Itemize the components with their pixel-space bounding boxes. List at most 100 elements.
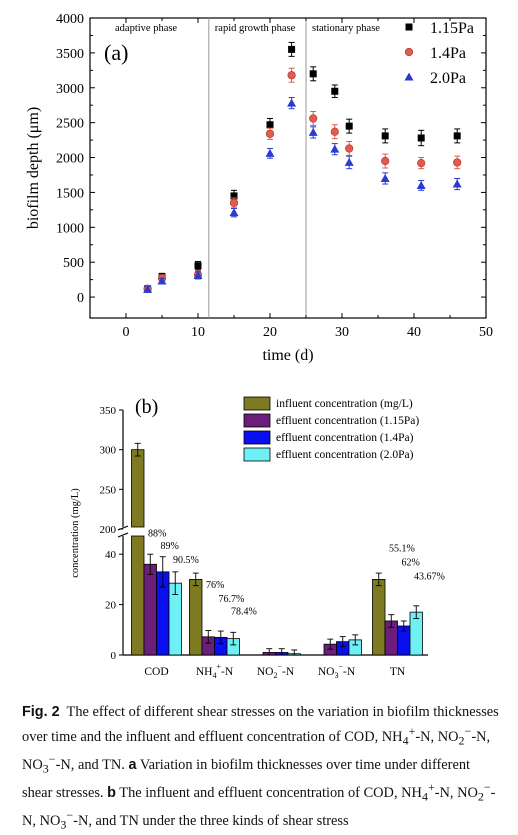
legend-swatch-0 [243,396,271,411]
data-point [308,127,318,136]
removal-rate-label-6: 55.1% [389,544,415,555]
x-tick-label-5: 50 [479,325,493,340]
data-point [345,122,353,130]
upper-y-tick-label-3: 350 [100,405,117,417]
category-label-0: COD [144,666,168,678]
data-point [381,132,389,140]
data-point [287,71,296,80]
bar-1 [189,579,203,656]
figure-caption: Fig. 2 The effect of different shear str… [22,704,499,833]
data-point [309,70,317,78]
removal-rate-label-7: 62% [402,558,420,569]
caption-fig-label: Fig. 2 [22,704,60,720]
legend-marker-2 [404,72,414,81]
series-influent concentration (mg/L) [131,442,386,656]
caption-text-b: The influent and effluent concentration … [119,784,422,801]
series-1.4Pa [143,67,462,293]
x-tick-label-1: 10 [191,325,205,340]
y-tick-label-7: 3500 [56,47,84,62]
series-effluent concentration (1.4Pa) [156,556,411,656]
data-point [345,144,354,153]
data-point [229,198,239,207]
series-1.15Pa [144,41,461,293]
data-point [330,127,339,136]
caption-b-label: b [107,784,116,801]
category-label-1: NH4+-N [196,662,234,680]
bar-4 [372,579,386,656]
data-point [417,134,425,142]
data-point [266,121,274,129]
data-point [330,144,340,153]
figure-canvas: adaptive phase rapid growth phase stationa… [25,12,493,680]
caption-a-label: a [128,756,137,773]
lower-y-tick-label-1: 20 [105,600,117,612]
phase-label-1: rapid growth phase [215,23,296,34]
bar-0-lower [131,535,145,656]
removal-rate-label-3: 76% [206,580,224,591]
y-tick-label-5: 2500 [56,117,84,132]
removal-rate-label-8: 43.67% [414,571,445,582]
data-point [453,158,462,167]
x-axis-label: time (d) [262,347,313,364]
legend-swatch-3 [243,447,271,462]
legend-label-b-2: effluent concentration (1.4Pa) [276,432,414,444]
data-point [417,159,426,168]
y-tick-label-4: 2000 [56,152,84,167]
category-label-2: NO2−-N [257,662,295,680]
data-point [288,45,296,53]
category-label-3: NO3−-N [318,662,356,680]
axis-break-mark-2 [117,532,129,538]
x-tick-label-0: 0 [123,325,130,340]
data-point [416,180,426,189]
phase-label-0: adaptive phase [115,23,177,34]
x-tick-label-3: 30 [335,325,349,340]
data-point [265,129,275,138]
data-point [331,87,339,95]
legend-marker-1 [404,47,414,57]
data-point [230,192,238,200]
y-tick-label-1: 500 [63,256,84,271]
legend-label-0: 1.15Pa [430,20,474,37]
caption-text-1: The effect of different shear stresses o… [22,704,499,745]
x-tick-label-2: 20 [263,325,277,340]
data-point [381,156,390,166]
data-point [194,262,202,270]
legend-label-1: 1.4Pa [430,45,466,62]
series-effluent concentration (1.15Pa) [143,553,398,656]
data-point [309,114,318,123]
data-point [157,276,167,285]
y-tick-label-8: 4000 [56,12,84,27]
panel-a-plot-frame [89,17,487,319]
lower-y-tick-label-0: 0 [111,650,117,662]
panel-b-label: (b) [135,396,158,418]
legend-marker-0 [405,23,413,31]
x-tick-label-4: 40 [407,325,421,340]
legend-label-b-1: effluent concentration (1.15Pa) [276,415,419,427]
series-2.0Pa [143,97,462,293]
data-point [287,98,297,107]
category-label-4: TN [390,666,406,678]
data-point [193,270,203,279]
data-point [265,148,275,157]
panel-a-label: (a) [104,40,128,65]
series-effluent concentration (2.0Pa) [168,571,423,656]
lower-y-tick-label-2: 40 [105,549,117,561]
y-tick-label-3: 1500 [56,186,84,201]
removal-rate-label-0: 88% [148,529,166,540]
upper-y-tick-label-2: 300 [100,445,117,457]
y-tick-label-2: 1000 [56,221,84,236]
legend-swatch-1 [243,413,271,428]
bar-0 [143,563,157,656]
legend-label-2: 2.0Pa [430,70,466,87]
y-axis-label-b: concentration (mg/L) [70,488,81,578]
y-axis-label: biofilm depth (μm) [25,107,42,229]
legend-label-b-0: influent concentration (mg/L) [276,398,413,410]
data-point [344,157,354,166]
phase-label-2: stationary phase [312,23,380,34]
data-point [143,284,153,293]
legend-swatch-2 [243,430,271,445]
y-tick-label-0: 0 [77,291,84,306]
legend-label-b-3: effluent concentration (2.0Pa) [276,449,414,461]
removal-rate-label-4: 76.7% [219,594,245,605]
panel-b-concentration-chart: 200 250 300 350 0 20 40 concentration (mg/L) (b)… [70,396,445,680]
